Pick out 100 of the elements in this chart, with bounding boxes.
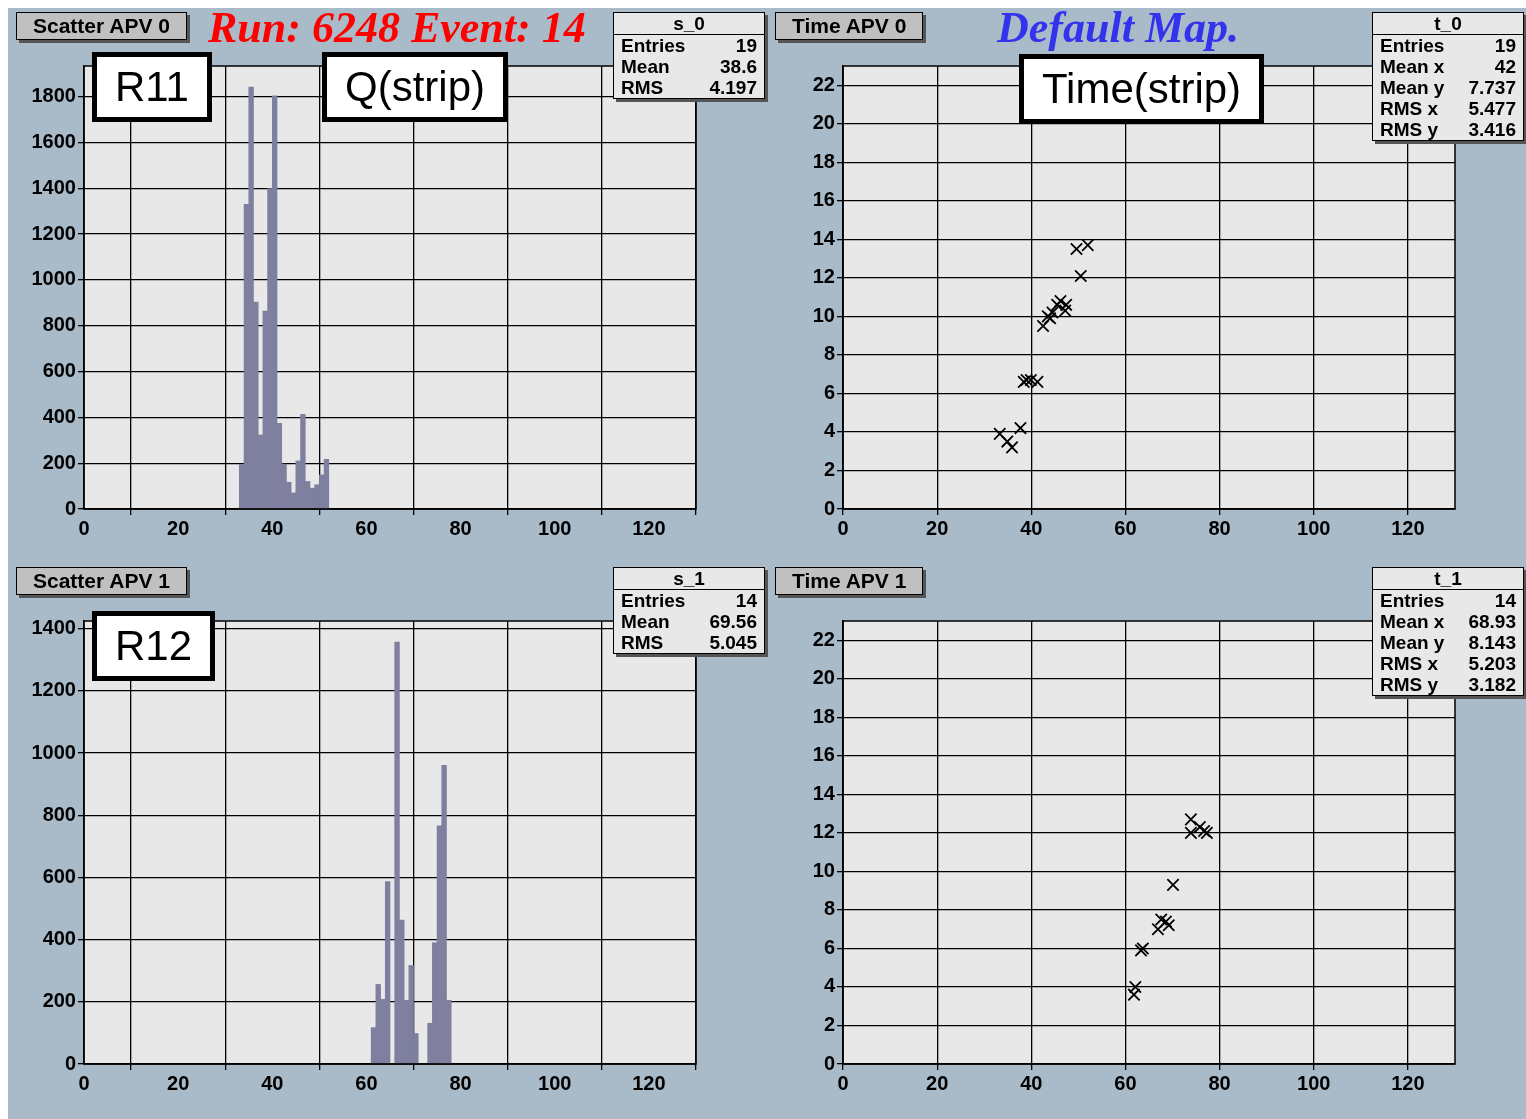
annotation: R11 [92,52,212,122]
point [1193,820,1207,834]
x-tick-label: 0 [78,1071,90,1094]
x-tick-label: 20 [167,1071,190,1094]
y-tick-label: 2 [823,457,835,480]
point [993,427,1007,441]
point [1069,242,1084,256]
x-tick-label: 80 [1208,516,1231,539]
x-tick-label: 100 [1297,516,1331,539]
point [1127,988,1141,1002]
y-tick-label: 6 [823,380,835,403]
text: 5.203 [1468,653,1516,674]
annotation: Mean x [1380,56,1445,77]
text: 3.416 [1468,119,1516,140]
chart-subtitle: Default Map. [997,2,1239,53]
x-tick-label: 40 [1020,516,1043,539]
text: 14 [1494,590,1516,611]
text: Entries [1380,590,1445,611]
x-tick-label: 80 [449,1071,472,1094]
x-tick-label: 120 [632,516,666,539]
annotation: RMS [621,632,664,653]
chart-title: Scatter APV 0 [16,12,187,40]
y-tick-label: 6 [823,935,835,958]
point [1058,304,1072,318]
x-tick-label: 40 [261,1071,284,1094]
y-tick-label: 12 [812,820,835,843]
chart-subtitle: Run: 6248 Event: 14 [208,2,586,53]
annotation: RMS y [1380,119,1439,140]
x-tick-label: 100 [538,1071,572,1094]
y-tick-label: 1800 [31,84,76,107]
point [1000,435,1014,449]
y-tick-label: 14 [812,226,836,249]
x-tick-label: 20 [167,516,190,539]
y-tick-label: 20 [812,666,835,689]
y-tick-label: 200 [42,989,76,1012]
x-tick-label: 120 [1391,516,1425,539]
point [1159,914,1173,929]
x-tick-label: 60 [355,516,378,539]
text: 19 [735,35,757,56]
annotation: Mean x [1380,611,1445,632]
y-tick-label: 0 [823,1051,835,1074]
y-tick-label: 800 [42,802,76,825]
x-tick-label: 100 [1297,1071,1331,1094]
y-tick-label: 400 [42,927,76,950]
y-tick-label: 12 [812,265,835,288]
annotation: RMS x [1380,98,1439,119]
annotation: Q(strip) [322,52,508,122]
x-tick-label: 100 [538,516,572,539]
text: t_1 [1373,568,1523,590]
annotation: Mean [621,611,670,632]
text: t_0 [1373,13,1523,35]
x-tick-label: 40 [261,516,284,539]
point [1050,298,1064,312]
text: 42 [1494,56,1516,77]
text: Entries [1380,35,1445,56]
annotation: RMS [621,77,664,98]
y-tick-label: 4 [823,419,836,442]
text: Entries [621,590,686,611]
y-tick-label: 22 [812,72,835,95]
annotation: RMS y [1380,674,1439,695]
text: Entries [621,35,686,56]
y-tick-label: 600 [42,359,76,382]
x-tick-label: 0 [78,516,90,539]
y-tick-label: 1400 [31,616,76,639]
y-tick-label: 0 [64,1051,76,1074]
chart-title: Time APV 1 [775,567,924,595]
text: 38.6 [720,56,757,77]
point [1024,373,1038,387]
text: 8.143 [1468,632,1516,653]
y-tick-label: 22 [812,627,835,650]
y-tick-label: 2 [823,1012,835,1035]
point [1005,440,1019,454]
x-tick-label: 120 [632,1071,666,1094]
point [1013,421,1028,435]
y-tick-label: 20 [812,111,835,134]
point [1053,294,1068,308]
y-tick-label: 18 [812,704,835,727]
point [1045,305,1060,320]
y-tick-label: 14 [812,781,836,804]
text: s_1 [614,568,764,590]
y-tick-label: 1200 [31,221,76,244]
text: 7.737 [1468,77,1516,98]
y-tick-label: 600 [42,864,76,887]
point [1081,238,1095,252]
x-tick-label: 120 [1391,1071,1425,1094]
chart-title: Time APV 0 [775,12,924,40]
y-tick-label: 8 [823,342,835,365]
annotation: Mean y [1380,77,1445,98]
point [1030,375,1044,389]
x-tick-label: 60 [1114,516,1137,539]
y-tick-label: 200 [42,450,76,473]
y-tick-label: 800 [42,313,76,336]
annotation: Mean [621,56,670,77]
point [1128,980,1142,994]
y-tick-label: 1400 [31,175,76,198]
y-tick-label: 16 [812,743,835,766]
text: 4.197 [709,77,757,98]
text: 69.56 [709,611,757,632]
chart-title: Scatter APV 1 [16,567,187,595]
x-tick-label: 60 [355,1071,378,1094]
